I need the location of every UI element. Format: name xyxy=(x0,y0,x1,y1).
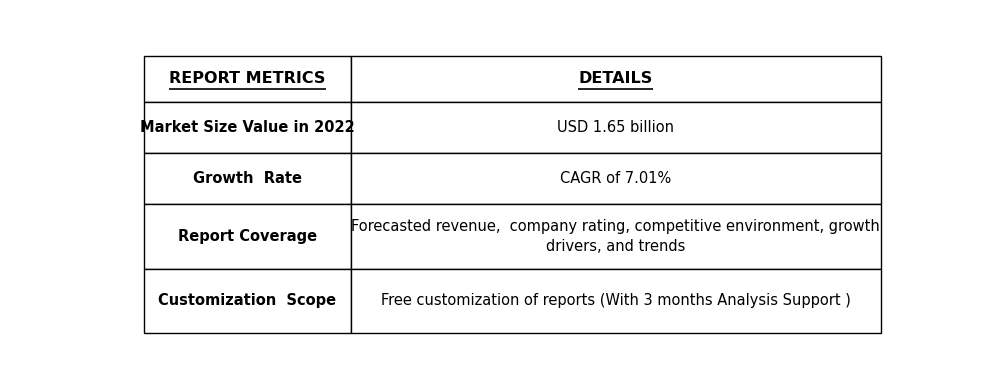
Bar xyxy=(351,269,881,333)
Text: Forecasted revenue,  company rating, competitive environment, growth
drivers, an: Forecasted revenue, company rating, comp… xyxy=(351,219,880,254)
Text: DETAILS: DETAILS xyxy=(578,71,653,86)
Text: Customization  Scope: Customization Scope xyxy=(158,293,337,308)
Bar xyxy=(144,269,351,333)
Text: Free customization of reports (With 3 months Analysis Support ): Free customization of reports (With 3 mo… xyxy=(381,293,851,308)
Text: USD 1.65 billion: USD 1.65 billion xyxy=(557,120,674,135)
Bar xyxy=(144,153,351,204)
Bar xyxy=(144,102,351,153)
Text: Market Size Value in 2022: Market Size Value in 2022 xyxy=(140,120,355,135)
Text: Growth  Rate: Growth Rate xyxy=(193,171,302,186)
Text: CAGR of 7.01%: CAGR of 7.01% xyxy=(560,171,671,186)
Bar xyxy=(351,153,881,204)
Text: Report Coverage: Report Coverage xyxy=(178,229,317,244)
Bar xyxy=(144,204,351,269)
Bar xyxy=(351,102,881,153)
Bar xyxy=(144,56,351,102)
Bar xyxy=(351,204,881,269)
Text: REPORT METRICS: REPORT METRICS xyxy=(169,71,326,86)
Bar xyxy=(351,56,881,102)
